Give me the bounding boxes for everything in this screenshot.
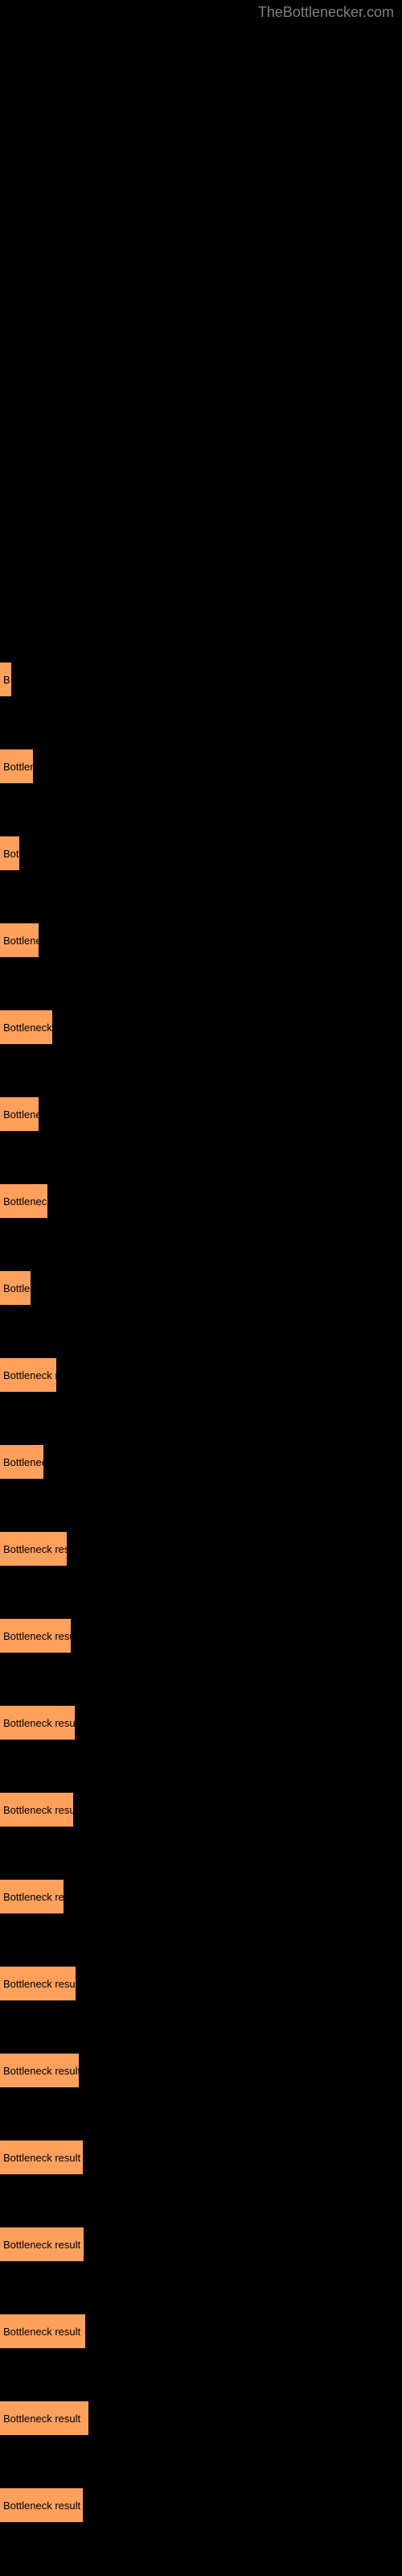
bar-row: Bottleneck result xyxy=(0,1940,402,2027)
bar: Bottleneck result xyxy=(0,2054,79,2087)
bar-row: Bottleneck re xyxy=(0,1331,402,1418)
bar: Bottleneck result xyxy=(0,2488,83,2522)
bar-row: Bot xyxy=(0,810,402,897)
bar: Bottleneck result xyxy=(0,1706,75,1740)
bar: Bottleneck re xyxy=(0,1358,56,1392)
bar: Bottleneck result xyxy=(0,2140,83,2174)
bar-row: Bottlene xyxy=(0,1071,402,1158)
bar-row: Bottleneck resu xyxy=(0,1853,402,1940)
bar-row: Bottleneck result xyxy=(0,1766,402,1853)
bar: Bottleneck result xyxy=(0,1967,76,2000)
bar: Bottleneck r xyxy=(0,1010,52,1044)
bar-row: Bottleneck result xyxy=(0,2114,402,2201)
bar: Bottlenec xyxy=(0,1445,43,1479)
bar-row: Bottlenec xyxy=(0,1418,402,1505)
bar-row: Bottleneck result xyxy=(0,2375,402,2462)
bar: Bottleneck result xyxy=(0,2227,84,2261)
bar: Bottleneck result xyxy=(0,1532,67,1566)
bar-row: Bottlene xyxy=(0,897,402,984)
bar: Bottleneck result xyxy=(0,2314,85,2348)
bar-row: B xyxy=(0,636,402,723)
bar-row: Bottleneck result xyxy=(0,2462,402,2549)
bar: Bottleneck result xyxy=(0,1793,73,1827)
bar-row: Bottleneck r xyxy=(0,984,402,1071)
bar: Bottlene xyxy=(0,1097,39,1131)
bar-row: Bottleneck result xyxy=(0,1505,402,1592)
bar: B xyxy=(0,663,11,696)
bar-row: Bottleneck result xyxy=(0,1592,402,1679)
bar-row: Bottle xyxy=(0,1245,402,1331)
bar: Bottleneck resu xyxy=(0,1880,64,1913)
bar-row: Bottleneck result xyxy=(0,2288,402,2375)
watermark-text: TheBottlenecker.com xyxy=(258,4,394,21)
bar: Bot xyxy=(0,836,19,870)
bar: Bottlen xyxy=(0,749,33,783)
bar: Bottleneck xyxy=(0,1184,47,1218)
bar-row: Bottlen xyxy=(0,723,402,810)
bar: Bottleneck result xyxy=(0,2401,88,2435)
bar-row: Bottleneck xyxy=(0,1158,402,1245)
bar-chart: B Bottlen Bot Bottlene Bottleneck r Bottlene B… xyxy=(0,636,402,2549)
bar: Bottleneck result xyxy=(0,1619,71,1653)
bar-row: Bottleneck result xyxy=(0,1679,402,1766)
bar: Bottlene xyxy=(0,923,39,957)
bar-row: Bottleneck result xyxy=(0,2201,402,2288)
bar: Bottle xyxy=(0,1271,31,1305)
bar-row: Bottleneck result xyxy=(0,2027,402,2114)
